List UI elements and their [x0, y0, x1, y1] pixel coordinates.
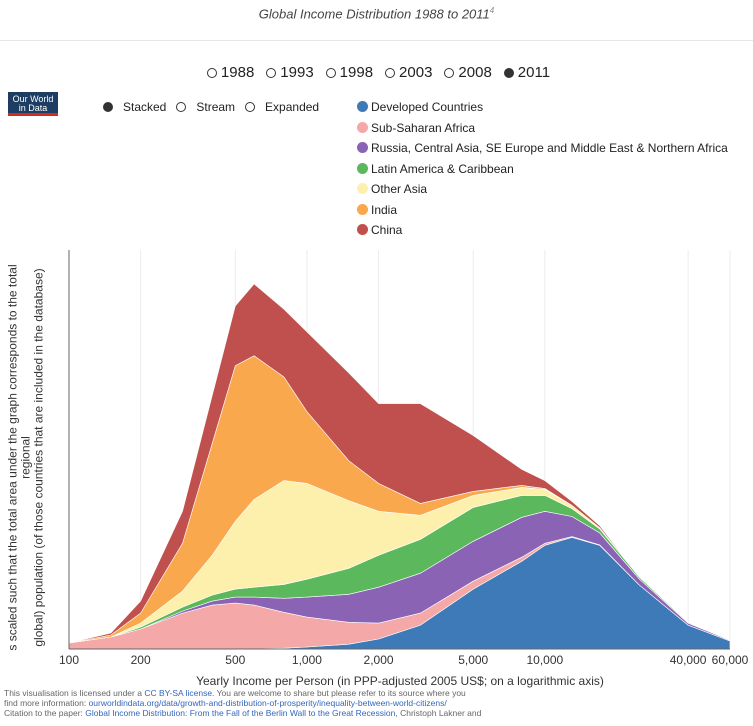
footer-line1-post: . You are welcome to share but please re… [212, 688, 466, 698]
radio-icon [444, 68, 455, 78]
year-label: 1988 [220, 64, 255, 81]
year-selector: 1988 1993 1998 2003 2008 2011 [0, 64, 753, 81]
legend-label: Other Asia [371, 182, 428, 196]
x-tick-label: 10,000 [527, 653, 564, 667]
year-label: 1993 [280, 64, 314, 81]
legend-item[interactable]: Russia, Central Asia, SE Europe and Midd… [357, 141, 728, 162]
x-tick-label: 200 [131, 653, 151, 667]
footer-line2-pre: find more information: [4, 698, 89, 708]
x-tick-label: 1,000 [292, 653, 322, 667]
radio-icon [503, 68, 514, 78]
legend-swatch-icon [357, 101, 368, 112]
radio-icon [245, 102, 256, 112]
x-tick-label: 5,000 [458, 653, 488, 667]
license-link[interactable]: CC BY-SA license [144, 688, 213, 698]
mode-label: Stacked [123, 100, 167, 114]
radio-icon [176, 102, 187, 112]
mode-option-stacked[interactable]: Stacked [103, 100, 166, 114]
legend-swatch-icon [357, 203, 368, 215]
radio-icon [103, 102, 113, 112]
caption-title: Global Income Distribution 1988 to 2011 [258, 6, 490, 22]
radio-icon [266, 68, 277, 78]
year-label: 2008 [458, 64, 492, 81]
year-option-2011[interactable]: 2011 [500, 64, 550, 81]
legend-swatch-icon [357, 224, 368, 235]
chart-frame [0, 40, 753, 681]
legend-label: Russia, Central Asia, SE Europe and Midd… [371, 141, 728, 155]
license-footer: This visualisation is licensed under a C… [4, 688, 749, 718]
footer-line3-pre: Citation to the paper: [4, 708, 86, 718]
footer-line3-post: , Christoph Lakner and [395, 708, 482, 718]
radio-icon [325, 68, 336, 78]
year-label: 2003 [399, 64, 433, 81]
legend-swatch-icon [357, 121, 368, 133]
year-option-2003[interactable]: 2003 [381, 64, 432, 81]
x-tick-label: 100 [59, 653, 79, 667]
legend-item[interactable]: Developed Countries [357, 100, 728, 121]
figure-caption: Global Income Distribution 1988 to 20114 [0, 6, 753, 21]
legend-item[interactable]: Latin America & Caribbean [357, 162, 728, 183]
legend-swatch-icon [357, 183, 368, 194]
legend-swatch-icon [357, 162, 368, 174]
year-option-1998[interactable]: 1998 [322, 64, 373, 81]
legend-item[interactable]: India [357, 203, 728, 224]
x-tick-label: 500 [225, 653, 245, 667]
x-axis-title: Yearly Income per Person (in PPP-adjuste… [196, 674, 604, 688]
legend-label: Latin America & Caribbean [371, 161, 514, 176]
legend-label: India [371, 202, 398, 217]
year-label: 2011 [517, 64, 551, 81]
legend-item[interactable]: China [357, 223, 728, 244]
year-option-2008[interactable]: 2008 [440, 64, 492, 81]
legend-item[interactable]: Sub-Saharan Africa [357, 121, 728, 142]
mode-label: Expanded [265, 100, 320, 114]
x-tick-label: 60,000 [712, 653, 749, 667]
radio-icon [385, 68, 396, 78]
year-label: 1998 [339, 64, 374, 81]
x-tick-label: 2,000 [364, 653, 394, 667]
legend-label: Sub-Saharan Africa [371, 120, 476, 135]
logo-line2: in Data [18, 103, 48, 113]
legend-label: Developed Countries [371, 100, 484, 114]
mode-option-stream[interactable]: Stream [176, 100, 235, 114]
chart-legend: Developed Countries Sub-Saharan Africa Rus… [357, 100, 728, 244]
mode-label: Stream [196, 100, 236, 114]
logo-line1: Our World [12, 94, 54, 104]
legend-label: China [371, 223, 403, 237]
legend-item[interactable]: Other Asia [357, 182, 728, 203]
source-link[interactable]: ourworldindata.org/data/growth-and-distr… [88, 698, 447, 708]
legend-swatch-icon [357, 142, 368, 153]
footer-line1-pre: This visualisation is licensed under a [4, 688, 145, 698]
paper-link[interactable]: Global Income Distribution: From the Fal… [85, 708, 396, 718]
year-option-1988[interactable]: 1988 [203, 64, 254, 81]
caption-footnote[interactable]: 4 [489, 6, 495, 15]
mode-option-expanded[interactable]: Expanded [245, 100, 319, 114]
radio-icon [206, 68, 217, 78]
owid-logo: Our World in Data [8, 92, 58, 116]
area-series-6 [68, 283, 731, 644]
x-tick-label: 40,000 [670, 653, 707, 667]
chart-mode-selector: Stacked Stream Expanded [103, 100, 329, 114]
year-option-1993[interactable]: 1993 [262, 64, 314, 81]
